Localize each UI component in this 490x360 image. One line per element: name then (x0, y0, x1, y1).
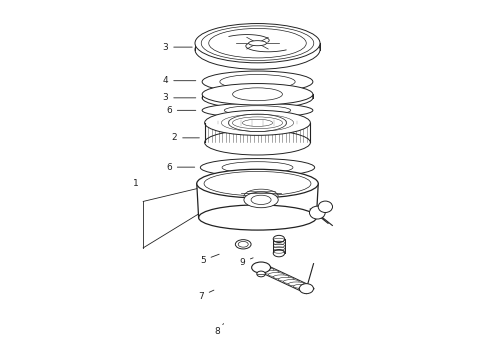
Ellipse shape (222, 162, 293, 173)
Ellipse shape (202, 87, 313, 109)
Ellipse shape (318, 201, 333, 212)
Ellipse shape (244, 192, 278, 208)
Text: 6: 6 (166, 163, 195, 172)
Ellipse shape (202, 71, 313, 93)
Ellipse shape (310, 206, 325, 219)
Ellipse shape (263, 270, 279, 274)
Ellipse shape (248, 41, 267, 46)
Text: 4: 4 (163, 76, 196, 85)
Text: 1: 1 (133, 179, 139, 188)
Ellipse shape (220, 75, 295, 89)
Text: 8: 8 (214, 324, 223, 336)
Text: 6: 6 (166, 106, 196, 115)
Ellipse shape (299, 284, 314, 294)
Ellipse shape (198, 205, 317, 230)
Ellipse shape (273, 235, 285, 243)
Ellipse shape (235, 240, 251, 249)
Text: 9: 9 (239, 258, 253, 267)
Ellipse shape (251, 195, 271, 204)
Text: 2: 2 (172, 133, 199, 142)
Ellipse shape (289, 282, 304, 286)
Ellipse shape (204, 171, 311, 196)
Ellipse shape (205, 111, 310, 135)
Ellipse shape (238, 242, 248, 247)
Ellipse shape (298, 287, 314, 291)
Ellipse shape (202, 84, 313, 105)
Ellipse shape (273, 249, 285, 257)
Ellipse shape (278, 277, 294, 281)
Text: 7: 7 (198, 290, 214, 301)
Ellipse shape (224, 106, 291, 115)
Ellipse shape (269, 273, 284, 276)
Ellipse shape (294, 284, 309, 288)
Ellipse shape (283, 280, 299, 284)
Ellipse shape (273, 275, 289, 279)
Ellipse shape (233, 88, 282, 101)
Ellipse shape (258, 268, 274, 272)
Text: 3: 3 (163, 42, 192, 51)
Ellipse shape (202, 103, 313, 117)
Ellipse shape (252, 262, 270, 273)
Ellipse shape (209, 28, 306, 58)
Text: 3: 3 (163, 93, 196, 102)
Ellipse shape (197, 169, 318, 198)
Ellipse shape (201, 26, 314, 60)
Ellipse shape (257, 271, 266, 277)
Ellipse shape (200, 158, 315, 176)
Ellipse shape (195, 23, 320, 63)
Ellipse shape (228, 114, 287, 132)
Ellipse shape (205, 130, 310, 155)
Ellipse shape (253, 266, 269, 270)
Text: 5: 5 (200, 254, 219, 265)
Ellipse shape (195, 30, 320, 69)
